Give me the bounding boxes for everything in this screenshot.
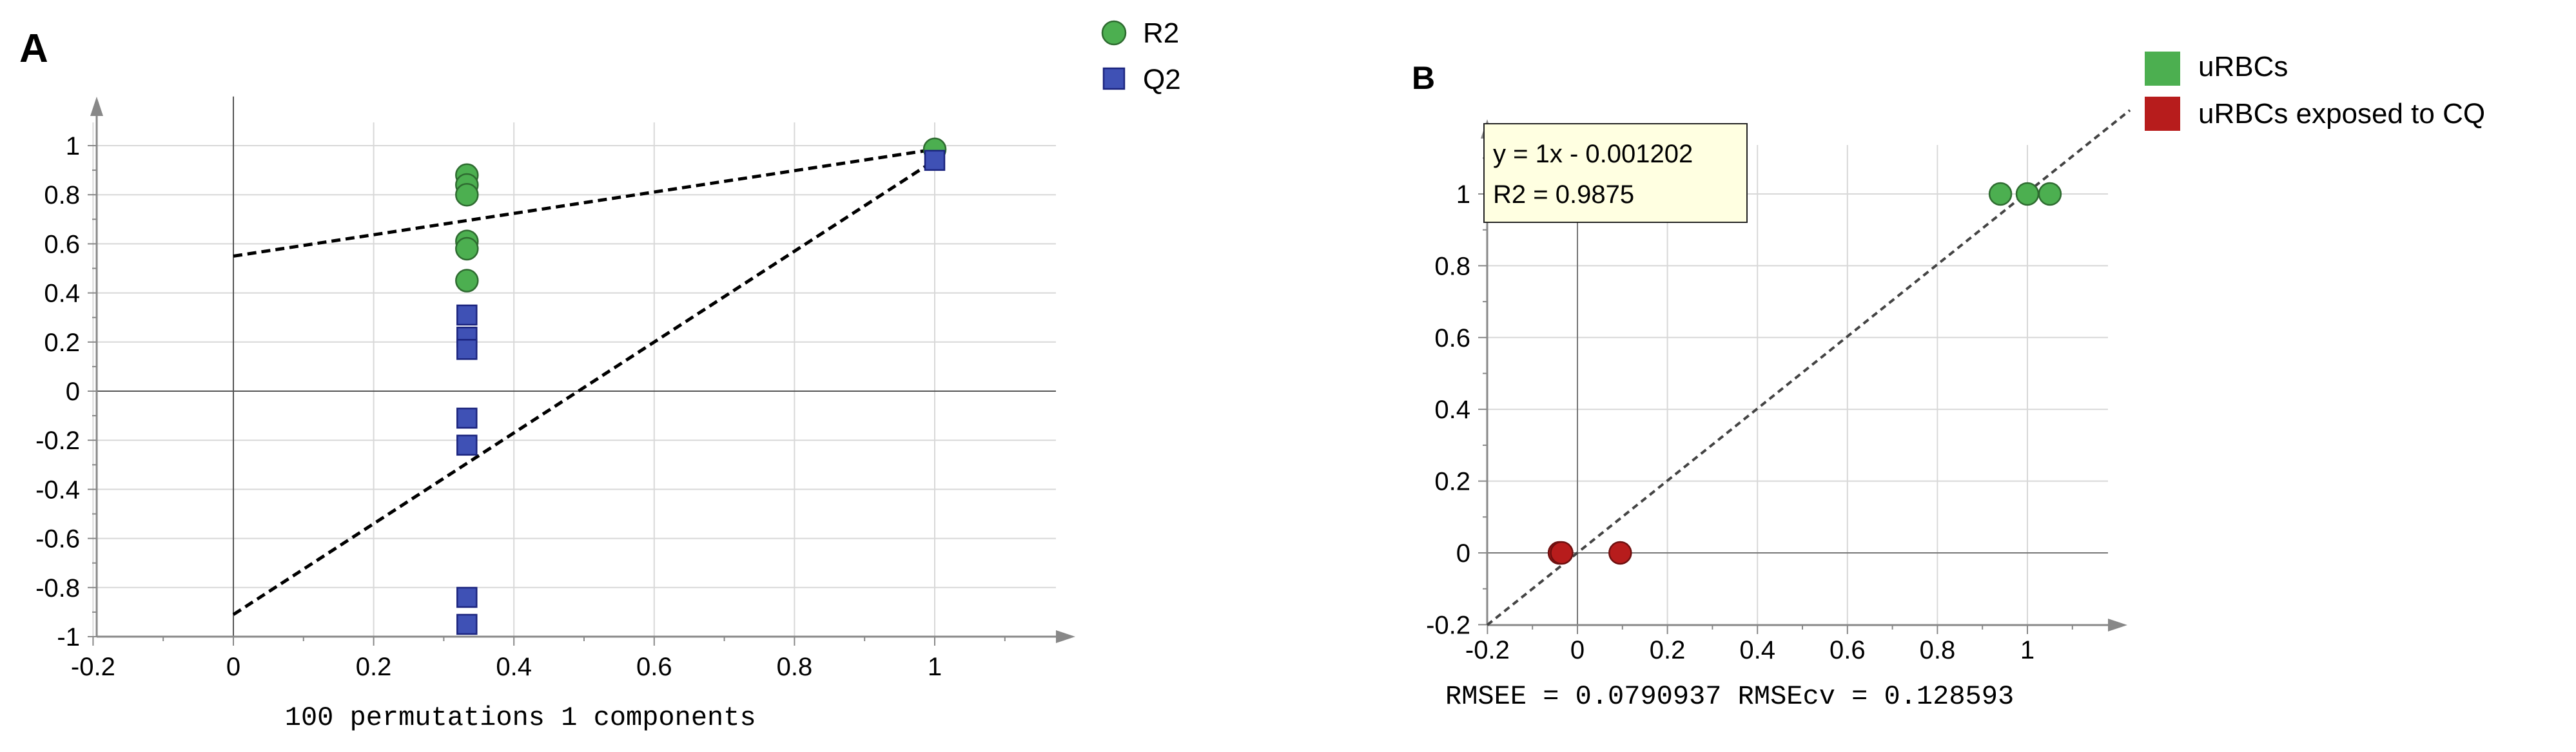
y-tick-label: 0.6 [1434,324,1470,352]
q2-point [456,407,478,429]
x-axis-title: 100 permutations 1 components [285,702,756,733]
regression-line [1486,109,2131,626]
x-axis-arrow [2108,619,2127,631]
q2-point [456,434,478,456]
q2-point [456,338,478,360]
y-tick-label: 0.2 [44,329,80,357]
q2-point [924,149,946,171]
x-axis-title: RMSEE = 0.0790937 RMSEcv = 0.128593 [1445,681,2014,712]
q2-point [456,613,478,635]
x-tick-label: 1 [928,653,942,681]
r2-point [455,269,479,293]
legend-r2-label: R2 [1143,17,1179,49]
legend-urbc-cq-label: uRBCs exposed to CQ [2198,98,2485,130]
x-tick-label: 0.8 [1920,636,1956,664]
x-tick-label: 0.2 [356,653,392,681]
urbc-cq-point [1550,541,1574,565]
regression-line [233,148,935,258]
legend-urbc-cq-swatch [2145,97,2180,131]
y-tick-label: 0.8 [1434,252,1470,280]
x-tick-label: 0 [1570,636,1585,664]
y-tick-label: -0.4 [35,476,80,504]
x-tick-label: -0.2 [1465,636,1510,664]
y-tick-label: 1 [66,132,80,160]
r2-point [455,182,479,207]
annotation-equation: y = 1x - 0.001202 [1493,140,1693,168]
y-tick-label: 0.4 [44,280,80,308]
y-tick-label: -0.8 [35,574,80,603]
y-tick-label: 0.2 [1434,468,1470,496]
legend-q2-marker [1102,67,1126,90]
panel-b: B -0.200.20.40.60.81-0.2 0 0.2 0.4 0.6 0.8 1RM… [1412,51,2485,712]
legend-q2-label: Q2 [1143,64,1181,95]
legend-r2-marker [1101,20,1127,46]
x-tick-label: 0 [226,653,240,681]
y-tick-label: 0 [1456,539,1470,568]
legend-urbc-swatch [2145,52,2180,86]
annotation-r2: R2 = 0.9875 [1493,180,1634,209]
x-tick-label: 0.4 [496,653,532,681]
y-axis-arrow [90,97,103,116]
y-tick-label: 0.4 [1434,396,1470,424]
panel-b-label: B [1412,60,1435,96]
legend-urbc-label: uRBCs [2198,51,2288,82]
y-tick-label: -0.6 [35,525,80,554]
y-tick-label: 0 [66,378,80,406]
urbc-point [1988,182,2013,206]
r2-point [455,236,479,261]
x-tick-label: 1 [2020,636,2034,664]
y-tick-label: -0.2 [1426,611,1470,639]
panel-a-label: A [19,26,48,71]
x-tick-label: 0.2 [1650,636,1686,664]
y-tick-label: 1 [1456,180,1470,209]
q2-point [456,304,478,326]
x-axis-arrow [1056,630,1075,643]
y-tick-label: -1 [57,623,80,651]
regression-line [232,159,936,616]
x-tick-label: 0.4 [1739,636,1775,664]
annotation-box [1483,123,1748,223]
x-tick-label: 0.6 [636,653,672,681]
y-tick-label: 0.8 [44,181,80,209]
panel-a: A -1 -0.8 -0.6 -0.4 -0.2 0 0.2 0.4 0.6 0.8 1 -0.2 0 0… [19,17,1181,733]
q2-point [456,586,478,608]
y-tick-label: -0.2 [35,427,80,455]
y-tick-label: 0.6 [44,230,80,258]
urbc-point [2015,182,2040,206]
urbc-point [2038,182,2062,206]
x-tick-label: 0.8 [777,653,813,681]
x-tick-label: -0.2 [71,653,115,681]
urbc-cq-point [1608,541,1632,565]
x-tick-label: 0.6 [1830,636,1866,664]
